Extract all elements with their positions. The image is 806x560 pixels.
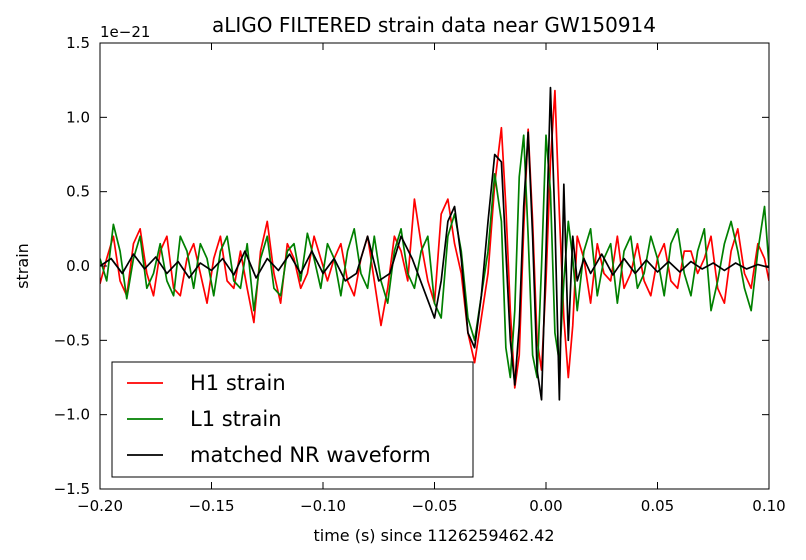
y-axis-label: strain <box>13 243 32 289</box>
legend-label-1: H1 strain <box>190 371 286 395</box>
y-tick-label: −0.5 <box>54 331 90 349</box>
legend-box <box>111 361 474 478</box>
x-tick-label: 0.05 <box>641 497 674 515</box>
y-tick-label: 0.5 <box>66 183 90 201</box>
x-tick-label: 0.10 <box>752 497 785 515</box>
series-line-2 <box>100 134 769 379</box>
series-layer <box>100 86 769 401</box>
x-tick-label: −0.05 <box>412 497 458 515</box>
x-tick-label: 0.00 <box>529 497 562 515</box>
chart-title: aLIGO FILTERED strain data near GW150914 <box>212 13 656 37</box>
legend: H1 strain L1 strain matched NR waveform <box>111 361 474 478</box>
y-tick-label: −1.5 <box>54 480 90 498</box>
y-axis: −1.5 −1.0 −0.5 0.0 0.5 1.0 1.5 <box>54 34 769 498</box>
series-line-1 <box>100 89 769 389</box>
y-tick-label: 1.0 <box>66 108 90 126</box>
y-tick-label: 1.5 <box>66 34 90 52</box>
x-tick-label: −0.10 <box>300 497 346 515</box>
legend-label-3: matched NR waveform <box>190 443 431 467</box>
y-tick-label: 0.0 <box>66 257 90 275</box>
legend-label-2: L1 strain <box>190 407 282 431</box>
series-line-3 <box>100 86 769 401</box>
x-axis-label: time (s) since 1126259462.42 <box>313 526 554 545</box>
x-tick-label: −0.15 <box>189 497 235 515</box>
x-axis: −0.20 −0.15 −0.10 −0.05 0.00 0.05 0.10 <box>77 43 786 515</box>
y-offset-label: 1e−21 <box>100 23 150 41</box>
y-tick-label: −1.0 <box>54 406 90 424</box>
x-tick-label: −0.20 <box>77 497 123 515</box>
